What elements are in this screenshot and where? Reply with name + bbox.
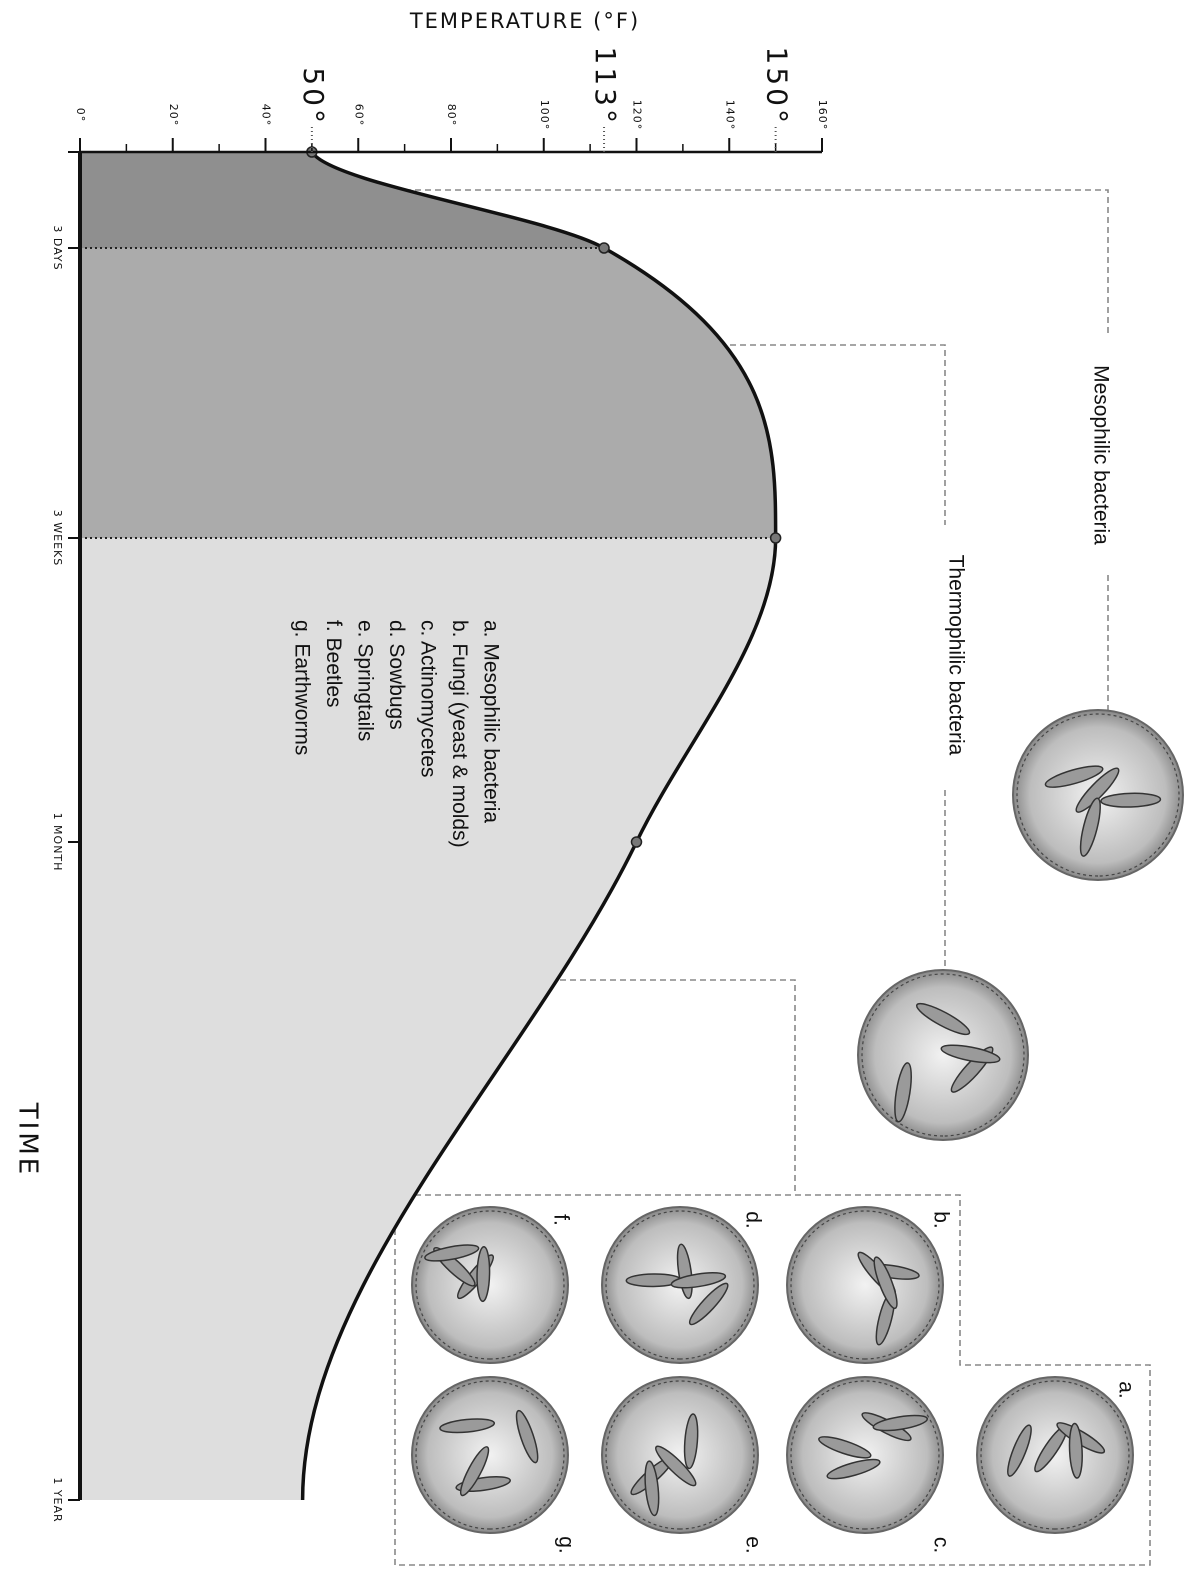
illustration-border xyxy=(980,1380,1130,1530)
x-tick-label: 3 WEEKS xyxy=(51,510,64,566)
illustration-border xyxy=(1016,713,1180,877)
y-tick-label: 140° xyxy=(723,100,736,131)
y-tick-label: 40° xyxy=(260,104,273,127)
panel-label: a. xyxy=(1114,1381,1137,1399)
y-tick-label: 20° xyxy=(167,104,180,127)
legend-item: c. Actinomycetes xyxy=(416,620,439,778)
y-tick-label: 80° xyxy=(445,104,458,127)
connector xyxy=(480,979,796,1195)
point xyxy=(598,242,610,254)
illustration-border xyxy=(605,1210,755,1360)
stage-label: Thermophilic bacteria xyxy=(944,555,967,756)
panel-box xyxy=(394,1194,1151,1566)
illustration-border xyxy=(790,1210,940,1360)
illustration-border xyxy=(861,973,1025,1137)
panel-label: c. xyxy=(929,1537,952,1553)
point xyxy=(769,532,782,544)
organism xyxy=(644,1460,660,1517)
highlight-label: 50° xyxy=(297,67,330,126)
y-tick-label: 0° xyxy=(74,108,87,123)
organism xyxy=(459,1446,490,1497)
legend-item: a. Mesophilic bacteria xyxy=(479,620,502,823)
organism xyxy=(655,1445,697,1487)
y-tick-label: 160° xyxy=(816,100,829,131)
organism xyxy=(1079,797,1101,857)
x-tick-label: 3 DAYS xyxy=(51,225,64,270)
legend-item: d. Sowbugs xyxy=(385,620,408,730)
illustration xyxy=(786,1206,944,1364)
stage-label: Mesophilic bacteria xyxy=(1089,365,1112,545)
legend-item: f. Beetles xyxy=(322,620,345,708)
illustration-border xyxy=(605,1380,755,1530)
connector xyxy=(730,344,946,970)
organism xyxy=(873,1256,898,1310)
organism xyxy=(688,1282,729,1326)
phase-fill xyxy=(80,248,776,538)
organism xyxy=(1007,1424,1032,1477)
organism xyxy=(424,1244,480,1262)
connector xyxy=(405,189,1109,712)
curve xyxy=(300,150,778,1501)
legend-item: e. Springtails xyxy=(353,620,376,741)
highlight-label: 113° xyxy=(589,47,622,126)
panel-label: d. xyxy=(741,1211,764,1229)
legend-item: b. Fungi (yeast & molds) xyxy=(448,620,471,848)
organism xyxy=(1044,765,1104,788)
illustration xyxy=(411,1376,569,1534)
y-axis-title: TEMPERATURE (°F) xyxy=(409,9,640,33)
legend-item: g. Earthworms xyxy=(290,620,313,755)
x-axis-title: TIME xyxy=(13,1102,43,1177)
illustration xyxy=(601,1376,759,1534)
organism xyxy=(1100,792,1162,808)
organism xyxy=(915,1002,971,1036)
illustration-border xyxy=(415,1210,565,1360)
illustration xyxy=(411,1206,569,1364)
highlight-label: 150° xyxy=(761,47,794,126)
organism xyxy=(670,1272,727,1289)
x-tick-label: 1 YEAR xyxy=(51,1477,64,1522)
organism xyxy=(515,1409,539,1464)
phase-fill xyxy=(80,538,776,1500)
organism xyxy=(1075,767,1120,813)
illustration-border xyxy=(790,1380,940,1530)
organism xyxy=(894,1062,912,1123)
organism xyxy=(1068,1422,1083,1479)
point xyxy=(630,836,643,848)
panel-label: b. xyxy=(929,1211,952,1229)
organism xyxy=(872,1414,929,1432)
y-tick-label: 100° xyxy=(538,100,551,131)
y-tick-label: 60° xyxy=(352,104,365,127)
organism xyxy=(826,1458,881,1480)
panel-label: e. xyxy=(741,1536,764,1554)
organism xyxy=(476,1246,491,1303)
rotated-frame: 0° 20° 40° 60° 80° 100° 120° 140° 160° 50° 113° 150… xyxy=(13,47,1184,1566)
panel-label: f. xyxy=(549,1214,572,1226)
y-tick-label: 120° xyxy=(631,100,644,131)
illustration-border xyxy=(415,1380,565,1530)
organism xyxy=(818,1436,872,1459)
illustration xyxy=(857,969,1029,1141)
organism xyxy=(683,1413,699,1470)
panel-label: g. xyxy=(554,1536,577,1554)
x-tick-label: 1 MONTH xyxy=(51,813,64,872)
organism xyxy=(439,1418,496,1434)
organism xyxy=(940,1044,1001,1064)
